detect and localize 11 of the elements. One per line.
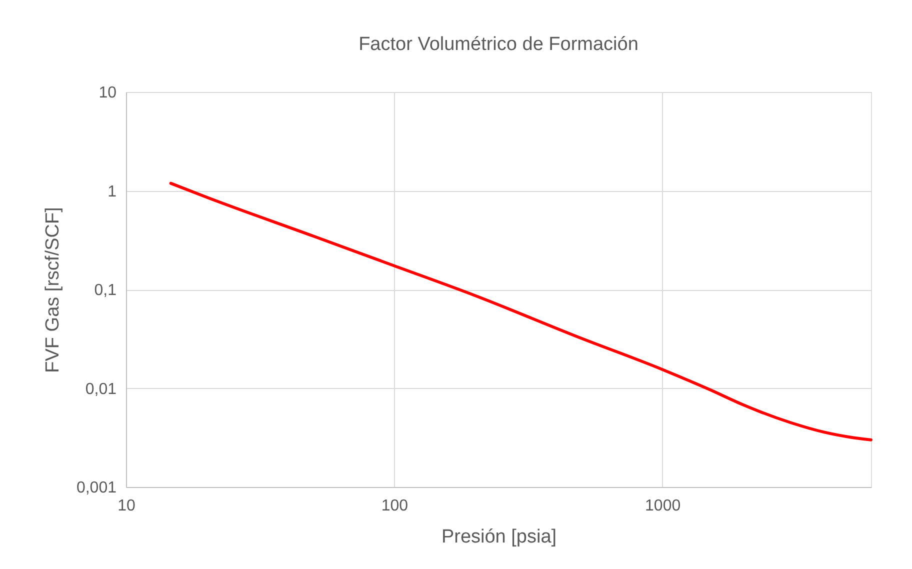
y-tick-label: 0,1 xyxy=(94,282,117,299)
y-tick-label: 0,01 xyxy=(85,380,117,398)
y-tick-label: 1 xyxy=(108,183,117,200)
x-tick-label: 10 xyxy=(118,498,136,514)
chart-title: Factor Volumétrico de Formación xyxy=(358,34,638,55)
x-axis-title: Presión [psia] xyxy=(441,526,557,548)
y-tick-label: 10 xyxy=(98,84,117,102)
y-tick-label: 0,001 xyxy=(76,480,117,496)
y-axis-title: FVF Gas [rscf/SCF] xyxy=(42,207,64,373)
x-tick-label: 100 xyxy=(381,498,408,514)
x-tick-label: 1000 xyxy=(645,498,681,514)
